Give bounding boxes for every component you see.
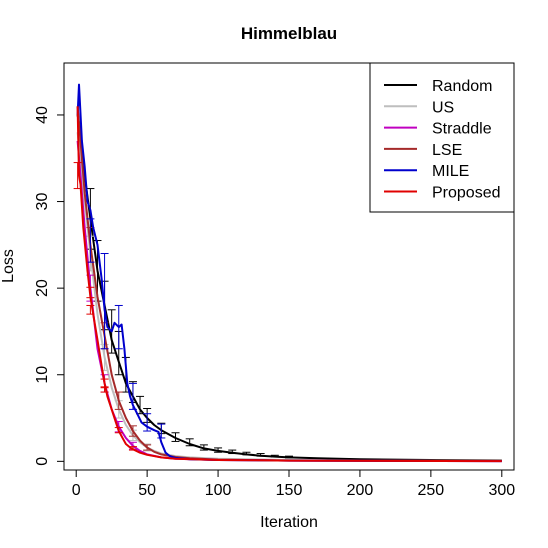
error-bar-random	[256, 453, 265, 457]
series-line-mile	[76, 83, 502, 463]
legend-item-lse: LSE	[384, 142, 462, 159]
legend-item-proposed: Proposed	[384, 185, 501, 202]
y-tick-label: 10	[34, 366, 51, 384]
series-proposed	[73, 106, 502, 463]
x-axis: 0 50 100 150 200 250 300	[72, 469, 515, 499]
series-group	[73, 83, 502, 463]
x-tick-label: 250	[418, 482, 445, 499]
legend-label: Proposed	[432, 185, 501, 202]
error-bar-mile	[86, 218, 95, 263]
y-axis-label: Loss	[0, 249, 17, 283]
error-bar-mile	[157, 423, 166, 439]
error-bar-random	[242, 451, 251, 456]
y-tick-label: 30	[34, 193, 51, 211]
error-bar-random	[185, 438, 194, 447]
y-tick-label: 20	[34, 279, 51, 297]
x-tick-label: 150	[276, 482, 303, 499]
error-bar-mile	[143, 413, 152, 432]
error-bar-lse	[143, 444, 152, 451]
error-bar-lse	[114, 391, 123, 410]
legend-label: Random	[432, 78, 492, 95]
legend-item-mile: MILE	[384, 163, 469, 180]
x-axis-label: Iteration	[260, 514, 318, 531]
legend-label: US	[432, 99, 454, 116]
legend-item-us: US	[384, 99, 454, 116]
legend-label: MILE	[432, 163, 469, 180]
legend-label: Straddle	[432, 121, 492, 138]
error-bar-proposed	[73, 162, 82, 190]
x-tick-label: 300	[488, 482, 515, 499]
x-tick-label: 200	[347, 482, 374, 499]
error-bar-mile	[128, 382, 137, 410]
error-bar-proposed	[114, 427, 123, 434]
error-bar-random	[171, 432, 180, 442]
legend-item-straddle: Straddle	[384, 121, 492, 138]
y-tick-label: 40	[34, 106, 51, 124]
x-tick-label: 0	[72, 482, 81, 499]
error-bar-random	[285, 455, 293, 459]
series-mile	[76, 83, 502, 463]
legend-box	[369, 62, 515, 213]
error-bar-random	[270, 454, 279, 458]
x-tick-label: 100	[205, 482, 232, 499]
legend: Random US Straddle LSE MILE Proposed	[369, 62, 515, 213]
y-tick-label: 0	[34, 457, 51, 466]
x-tick-label: 50	[138, 482, 156, 499]
legend-label: LSE	[432, 142, 462, 159]
y-axis: 0 10 20 30 40	[34, 106, 65, 466]
legend-item-random: Random	[384, 78, 492, 95]
error-bar-proposed	[128, 446, 137, 451]
error-bar-proposed	[86, 286, 95, 299]
series-line-proposed	[76, 106, 502, 463]
error-bar-random	[199, 444, 208, 451]
error-bar-mile	[100, 253, 109, 350]
chart-title: Himmelblau	[241, 24, 337, 43]
plot-area	[63, 62, 515, 471]
error-bar-proposed	[100, 386, 109, 393]
error-bar-proposed	[86, 304, 95, 315]
error-bar-random	[228, 449, 237, 455]
error-bar-random	[214, 447, 223, 453]
error-bar-mile	[114, 304, 123, 350]
error-bar-lse	[128, 425, 137, 437]
